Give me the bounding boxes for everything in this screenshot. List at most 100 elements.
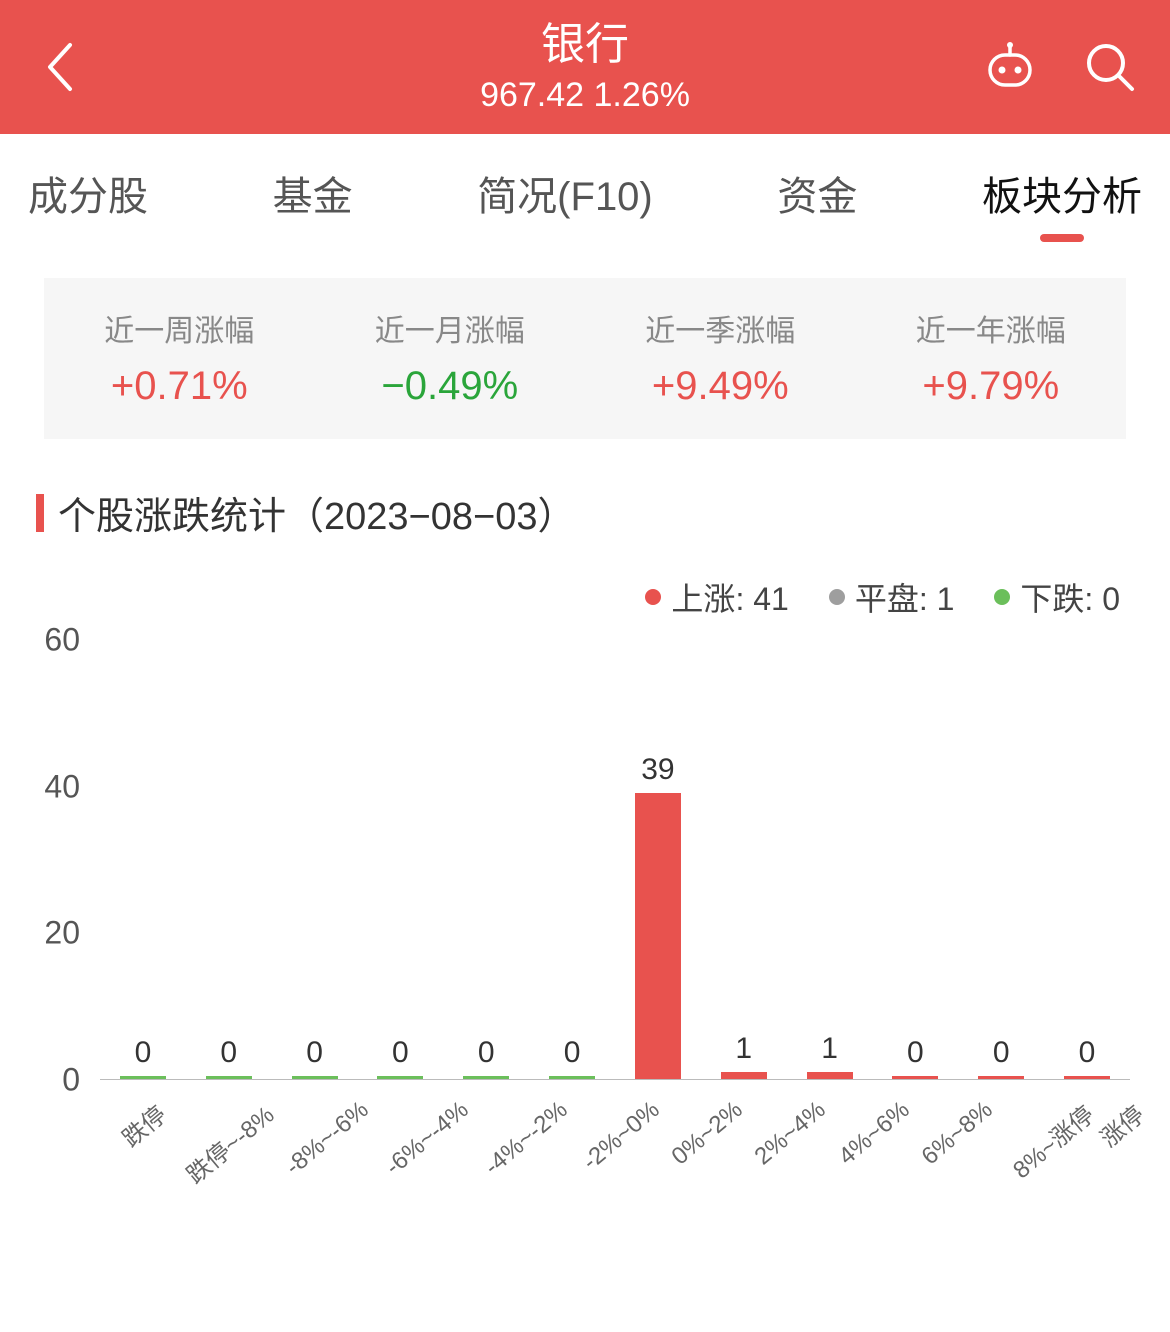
- period-stat-value: +9.49%: [585, 364, 856, 409]
- legend-down: 下跌: 0: [994, 574, 1120, 620]
- chart-y-axis: 0204060: [30, 640, 90, 1080]
- y-tick: 0: [30, 1062, 80, 1099]
- chart-legend: 上涨: 41 平盘: 1 下跌: 0: [0, 574, 1120, 620]
- y-tick: 20: [30, 915, 80, 952]
- bar-col-7: 1: [701, 640, 787, 1079]
- x-label-10: 8%~涨停: [981, 1080, 1078, 1200]
- bar-value-label: 1: [735, 1032, 752, 1066]
- bar: [549, 1076, 595, 1079]
- sector-price: 967.42: [480, 76, 584, 114]
- tab-4[interactable]: 板块分析: [982, 164, 1142, 238]
- period-stat-value: −0.49%: [315, 364, 586, 409]
- period-stat-2: 近一季涨幅 +9.49%: [585, 306, 856, 409]
- period-stat-3: 近一年涨幅 +9.79%: [856, 306, 1127, 409]
- legend-up-dot: [645, 589, 661, 605]
- bar-value-label: 0: [564, 1036, 581, 1070]
- bar-col-4: 0: [443, 640, 529, 1079]
- tab-2[interactable]: 简况(F10): [477, 164, 653, 238]
- bar-value-label: 0: [1079, 1036, 1096, 1070]
- x-label-9: 6%~8%: [897, 1080, 980, 1200]
- legend-flat: 平盘: 1: [829, 574, 955, 620]
- robot-icon: [982, 39, 1038, 95]
- x-label-1: 跌停~-8%: [153, 1080, 258, 1200]
- section-title: 个股涨跌统计 （2023−08−03）: [36, 485, 1134, 540]
- search-icon: [1082, 39, 1138, 95]
- bar-col-11: 0: [1044, 640, 1130, 1079]
- bar-col-5: 0: [529, 640, 615, 1079]
- bar: [721, 1072, 767, 1079]
- bar-col-1: 0: [186, 640, 272, 1079]
- legend-up-value: 41: [753, 581, 789, 617]
- bar-value-label: 0: [306, 1036, 323, 1070]
- period-stat-label: 近一周涨幅: [44, 306, 315, 350]
- bar-col-0: 0: [100, 640, 186, 1079]
- legend-flat-value: 1: [937, 581, 955, 617]
- distribution-chart: 0204060 0000003911000 跌停跌停~-8%-8%~-6%-6%…: [30, 640, 1130, 1200]
- period-stat-label: 近一年涨幅: [856, 306, 1127, 350]
- period-stat-value: +9.79%: [856, 364, 1127, 409]
- x-label-4: -4%~-2%: [456, 1080, 555, 1200]
- sector-name: 银行: [480, 19, 690, 72]
- period-stat-label: 近一季涨幅: [585, 306, 856, 350]
- bar: [635, 793, 681, 1079]
- bar-col-10: 0: [958, 640, 1044, 1079]
- bar-value-label: 0: [907, 1036, 924, 1070]
- bar-value-label: 0: [135, 1036, 152, 1070]
- bar: [120, 1076, 166, 1079]
- chevron-left-icon: [42, 41, 78, 93]
- sector-change-pct: 1.26%: [594, 76, 690, 114]
- chart-plot: 0 0 0 0 0 0 39 1 1 0 0 0: [100, 640, 1130, 1080]
- bar-value-label: 0: [478, 1036, 495, 1070]
- legend-down-label: 下跌: [1020, 581, 1084, 617]
- back-button[interactable]: [30, 37, 90, 97]
- x-label-0: 跌停: [100, 1080, 153, 1200]
- section-title-date: （2023−08−03）: [286, 485, 575, 540]
- app-header: 银行 967.42 1.26%: [0, 0, 1170, 134]
- bar-col-2: 0: [272, 640, 358, 1079]
- bar-col-6: 39: [615, 640, 701, 1079]
- section-title-text: 个股涨跌统计: [58, 485, 286, 540]
- x-label-11: 涨停: [1077, 1080, 1130, 1200]
- legend-flat-dot: [829, 589, 845, 605]
- tab-3[interactable]: 资金: [777, 164, 857, 238]
- sector-quote: 967.42 1.26%: [480, 76, 690, 115]
- bar-value-label: 0: [220, 1036, 237, 1070]
- legend-up-label: 上涨: [671, 581, 735, 617]
- x-label-5: -2%~0%: [556, 1080, 647, 1200]
- y-tick: 40: [30, 768, 80, 805]
- legend-flat-label: 平盘: [855, 581, 919, 617]
- bar: [463, 1076, 509, 1079]
- tab-1[interactable]: 基金: [273, 164, 353, 238]
- x-label-7: 2%~4%: [730, 1080, 813, 1200]
- bar: [892, 1076, 938, 1079]
- x-label-3: -6%~-4%: [357, 1080, 456, 1200]
- bar: [1064, 1076, 1110, 1079]
- bar-col-8: 1: [787, 640, 873, 1079]
- bar: [377, 1076, 423, 1079]
- bar: [978, 1076, 1024, 1079]
- legend-down-dot: [994, 589, 1010, 605]
- bar: [206, 1076, 252, 1079]
- bar: [292, 1076, 338, 1079]
- chart-x-axis: 跌停跌停~-8%-8%~-6%-6%~-4%-4%~-2%-2%~0%0%~2%…: [100, 1080, 1130, 1200]
- search-button[interactable]: [1080, 37, 1140, 97]
- chart-bars: 0 0 0 0 0 0 39 1 1 0 0 0: [100, 640, 1130, 1079]
- period-stat-0: 近一周涨幅 +0.71%: [44, 306, 315, 409]
- period-stat-1: 近一月涨幅 −0.49%: [315, 306, 586, 409]
- x-label-2: -8%~-6%: [257, 1080, 356, 1200]
- bar: [807, 1072, 853, 1079]
- period-stat-value: +0.71%: [44, 364, 315, 409]
- bar-value-label: 0: [392, 1036, 409, 1070]
- legend-up: 上涨: 41: [645, 574, 788, 620]
- bar-col-3: 0: [357, 640, 443, 1079]
- x-label-8: 4%~6%: [814, 1080, 897, 1200]
- bar-col-9: 0: [872, 640, 958, 1079]
- bar-value-label: 39: [641, 753, 674, 787]
- assistant-button[interactable]: [980, 37, 1040, 97]
- period-stat-label: 近一月涨幅: [315, 306, 586, 350]
- bar-value-label: 0: [993, 1036, 1010, 1070]
- y-tick: 60: [30, 622, 80, 659]
- tab-bar: 成分股 基金 简况(F10) 资金 板块分析: [0, 134, 1170, 258]
- bar-value-label: 1: [821, 1032, 838, 1066]
- tab-0[interactable]: 成分股: [28, 164, 148, 238]
